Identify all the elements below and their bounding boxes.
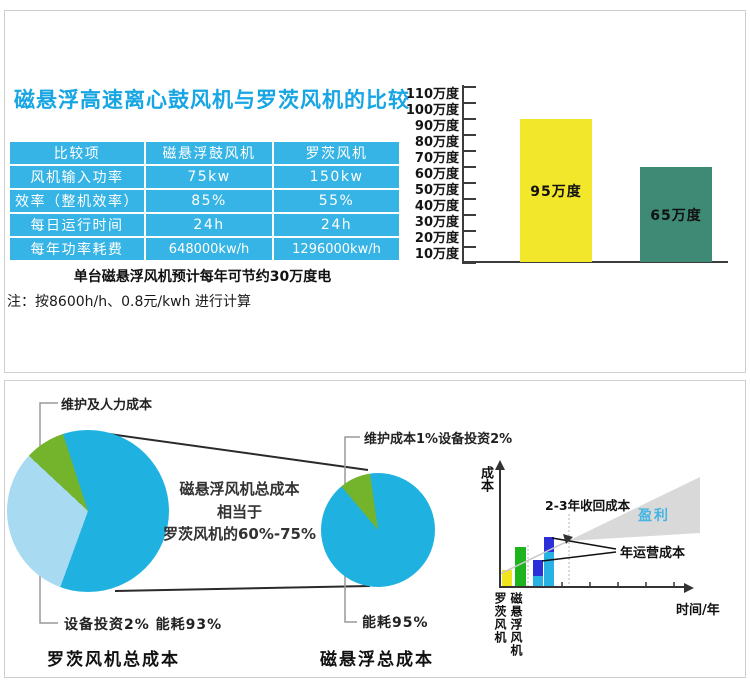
cost-bar-segment [544,552,554,587]
y-tick-label: 70万度 [414,151,459,166]
axis-tick [464,86,476,88]
y-tick-label: 110万度 [405,87,459,102]
cost-bar-segment [533,576,543,587]
axis-tick [464,214,476,216]
cost-conclusion-text: 磁悬浮风机总成本 相当于 罗茨风机的60%-75% [152,478,327,546]
cost-axis-label: 成本 [478,466,493,492]
table-cell: 55% [274,190,399,212]
axis-tick [464,262,476,264]
roots-total-cost-pie [7,430,169,592]
cost-bar-segment [533,560,543,576]
y-tick-label: 30万度 [414,215,459,230]
table-cell: 75kw [146,166,272,188]
axis-tick [464,102,476,104]
axis-tick [464,246,476,248]
time-axis-label: 时间/年 [676,603,720,618]
operating-cost-annotation: 年运营成本 [620,546,686,561]
maglev-pie-maintenance-label: 维护成本1%设备投资2% [364,432,513,447]
table-cell: 风机输入功率 [10,166,144,188]
table-cell: 24h [274,214,399,236]
y-tick-label: 20万度 [414,231,459,246]
table-cell: 罗茨风机 [274,142,399,164]
y-axis [462,85,464,264]
roots-pie-energy-label: 设备投资2% 能耗93% [64,617,223,633]
conclusion-line-3: 罗茨风机的60%-75% [162,525,317,543]
table-caption: 单台磁悬浮风机预计每年可节约30万度电 [73,269,332,285]
axis-tick [464,150,476,152]
axis-tick [464,118,476,120]
y-tick-label: 60万度 [414,167,459,182]
profit-annotation: 盈利 [638,508,670,524]
y-tick-label: 90万度 [414,119,459,134]
axis-tick [464,166,476,168]
axis-tick [464,198,476,200]
roots-pie-title: 罗茨风机总成本 [47,650,180,670]
table-cell: 每日运行时间 [10,214,144,236]
value-bar: 95万度 [520,119,592,262]
y-tick-label: 100万度 [405,103,459,118]
table-cell: 比较项 [10,142,144,164]
calc-note: 注：按8600h/h、0.8元/kwh 进行计算 [7,294,251,310]
table-cell: 648000kw/h [146,238,272,260]
y-tick-label: 80万度 [414,135,459,150]
maglev-total-cost-pie [321,473,435,587]
conclusion-line-1: 磁悬浮风机总成本 [179,480,300,498]
table-cell: 150kw [274,166,399,188]
y-tick-label: 50万度 [414,183,459,198]
roots-pie-maintenance-label: 维护及人力成本 [61,398,153,413]
table-cell: 效率（整机效率） [10,190,144,212]
page-title: 磁悬浮高速离心鼓风机与罗茨风机的比较 [14,88,410,112]
table-cell: 85% [146,190,272,212]
conclusion-line-2: 相当于 [216,502,262,521]
table-cell: 磁悬浮鼓风机 [146,142,272,164]
y-tick-label: 40万度 [414,199,459,214]
maglev-pie-energy-label: 能耗95% [362,615,429,631]
comparison-table: 比较项 磁悬浮鼓风机 罗茨风机风机输入功率 75kw 150kw 效率（整机效率） 85% 5… [8,140,401,262]
axis-tick [464,134,476,136]
axis-tick [464,182,476,184]
category-label-roots: 罗茨风机 [493,592,507,644]
cost-bar-segment [515,547,526,587]
y-tick-label: 10万度 [414,247,459,262]
x-axis [462,261,728,263]
cost-bar-segment [544,537,554,552]
table-cell: 1296000kw/h [274,238,399,260]
axis-tick [464,230,476,232]
cost-bar-segment [502,570,512,587]
bar-value-label: 65万度 [650,207,702,224]
table-cell: 24h [146,214,272,236]
maglev-pie-title: 磁悬浮总成本 [320,650,434,670]
bar-value-label: 95万度 [530,183,582,200]
category-label-maglev: 磁悬浮风机 [509,592,523,657]
table-cell: 每年功率耗费 [10,238,144,260]
value-bar: 65万度 [640,167,712,262]
payback-annotation: 2-3年收回成本 [545,498,631,513]
